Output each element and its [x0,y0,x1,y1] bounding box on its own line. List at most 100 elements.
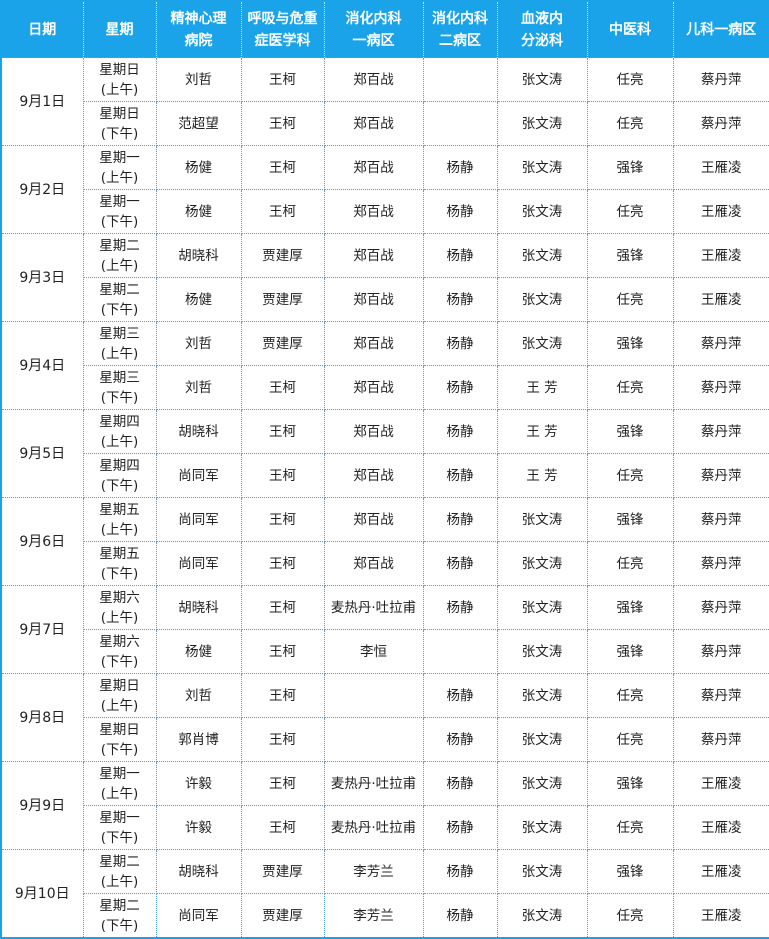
half-day-text: (下午) [100,829,139,846]
weekday-cell: 星期三 (上午) [82,321,157,366]
doctor-cell: 蔡丹萍 [672,629,769,674]
doctor-cell: 许毅 [155,761,242,806]
doctor-cell: 任亮 [586,717,674,762]
doctor-cell: 强锋 [586,497,674,542]
doctor-cell: 杨静 [422,189,498,234]
weekday-cell: 星期一 (上午) [82,145,157,190]
column-header-text: 中医科 [609,21,651,38]
weekday-text: 星期六 [99,589,140,606]
doctor-cell: 任亮 [586,277,674,322]
doctor-cell: 强锋 [586,233,674,278]
half-day-text: (上午) [100,609,139,626]
doctor-cell: 张文涛 [496,541,588,586]
half-day-text: (下午) [100,301,139,318]
table-row: 9月2日 星期一 (上午) 杨健 王柯 郑百战 杨静 张文涛 强锋 王雁凌 [0,145,769,234]
doctor-cell: 郑百战 [323,453,424,498]
doctor-cell: 杨健 [155,629,242,674]
half-day-text: (下午) [100,653,139,670]
doctor-cell: 张文涛 [496,277,588,322]
table-row: 星期二 (下午) 尚同军 贾建厚 李芳兰 杨静 张文涛 任亮 王雁凌 [1,893,769,939]
doctor-cell: 杨静 [422,409,498,454]
doctor-cell: 王柯 [240,629,325,674]
doctor-cell: 郭肖博 [155,717,242,762]
column-header: 中医科 [586,1,673,58]
doctor-cell: 杨健 [155,189,242,234]
doctor-cell: 郑百战 [323,277,424,322]
date-cell: 9月4日 [0,321,84,410]
date-cell: 9月10日 [0,849,84,939]
weekday-cell: 星期日 (下午) [82,101,157,146]
date-cell: 9月8日 [0,673,84,762]
doctor-cell: 尚同军 [155,497,242,542]
doctor-cell: 王 芳 [496,409,588,454]
weekday-text: 星期一 [99,193,140,210]
date-cell: 9月3日 [0,233,84,322]
date-cell: 9月7日 [0,585,84,674]
doctor-cell: 王 芳 [496,365,588,410]
weekday-text: 星期日 [99,105,140,122]
doctor-cell: 王雁凌 [672,805,769,850]
doctor-cell: 张文涛 [496,57,588,102]
doctor-cell: 李芳兰 [323,893,424,939]
table-row: 9月10日 星期二 (上午) 胡晓科 贾建厚 李芳兰 杨静 张文涛 强锋 王雁凌 [0,849,769,939]
weekday-cell: 星期三 (下午) [82,365,157,410]
weekday-text: 星期一 [99,809,140,826]
doctor-cell: 王柯 [240,101,325,146]
half-day-text: (下午) [100,917,139,934]
weekday-text: 星期四 [99,457,140,474]
doctor-cell [323,673,424,718]
doctor-cell [323,717,424,762]
column-header: 血液内 分泌科 [496,1,587,58]
doctor-cell: 强锋 [586,761,674,806]
column-header: 精神心理 病院 [155,1,241,58]
doctor-cell: 郑百战 [323,365,424,410]
table-row: 9月7日 星期六 (上午) 胡晓科 王柯 麦热丹·吐拉甫 杨静 张文涛 强锋 蔡丹萍 [0,585,769,674]
doctor-cell: 胡晓科 [155,409,242,454]
doctor-cell: 杨静 [422,321,498,366]
column-header-text: 消化内科 [432,10,488,27]
doctor-cell: 强锋 [586,409,674,454]
weekday-cell: 星期四 (上午) [82,409,157,454]
weekday-text: 星期一 [99,765,140,782]
doctor-cell: 杨静 [422,541,498,586]
doctor-cell: 张文涛 [496,673,588,718]
doctor-cell: 张文涛 [496,321,588,366]
doctor-cell: 尚同军 [155,453,242,498]
weekday-cell: 星期一 (下午) [82,189,157,234]
half-day-text: (上午) [100,697,139,714]
weekday-cell: 星期一 (下午) [82,805,157,850]
weekday-text: 星期六 [99,633,140,650]
weekday-text: 星期三 [99,325,140,342]
half-day-text: (上午) [100,433,139,450]
doctor-cell: 张文涛 [496,585,588,630]
weekday-cell: 星期五 (上午) [82,497,157,542]
weekday-text: 星期二 [99,897,140,914]
date-cell: 9月1日 [0,57,84,146]
doctor-cell: 胡晓科 [155,585,242,630]
column-header-text: 呼吸与危重 [247,10,318,27]
table-row: 星期日 (下午) 范超望 王柯 郑百战 张文涛 任亮 蔡丹萍 [1,101,769,146]
doctor-cell: 王雁凌 [672,189,769,234]
doctor-cell: 麦热丹·吐拉甫 [323,585,424,630]
doctor-cell: 杨静 [422,585,498,630]
doctor-cell: 杨静 [422,805,498,850]
weekday-text: 星期日 [99,677,140,694]
column-header: 儿科一病区 [672,1,769,58]
column-header: 星期 [82,1,156,58]
table-row: 9月6日 星期五 (上午) 尚同军 王柯 郑百战 杨静 张文涛 强锋 蔡丹萍 [0,497,769,586]
column-header-text: 分泌科 [521,32,563,49]
column-header-text: 症医学科 [254,32,311,49]
weekday-text: 星期四 [99,413,140,430]
column-header: 消化内科 二病区 [422,1,497,58]
doctor-cell: 王柯 [240,57,325,102]
doctor-cell: 蔡丹萍 [672,453,769,498]
doctor-cell: 郑百战 [323,233,424,278]
doctor-cell: 蔡丹萍 [672,365,769,410]
doctor-cell: 强锋 [586,849,674,894]
doctor-cell: 张文涛 [496,189,588,234]
table-row: 9月1日 星期日 (上午) 刘哲 王柯 郑百战 张文涛 任亮 蔡丹萍 [0,57,769,146]
doctor-cell: 张文涛 [496,233,588,278]
weekday-cell: 星期日 (上午) [82,673,157,718]
doctor-cell: 蔡丹萍 [672,321,769,366]
doctor-cell: 任亮 [586,101,674,146]
